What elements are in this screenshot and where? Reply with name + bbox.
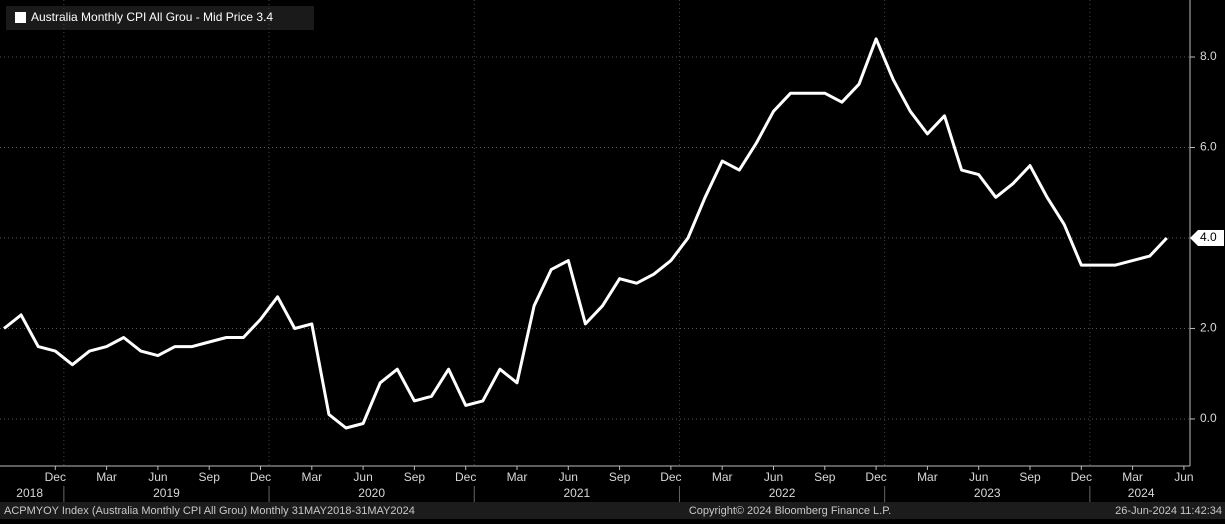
x-tick-label: Mar bbox=[301, 470, 322, 484]
x-tick-label: Dec bbox=[1071, 470, 1092, 484]
last-value-tag bbox=[1190, 229, 1224, 246]
x-tick-label: Sep bbox=[1019, 470, 1041, 484]
x-tick-label: Sep bbox=[814, 470, 836, 484]
x-tick-label: Mar bbox=[96, 470, 117, 484]
x-tick-label: Jun bbox=[148, 470, 167, 484]
x-tick-label: Sep bbox=[199, 470, 221, 484]
footer-right: 26-Jun-2024 11:42:34 bbox=[1115, 505, 1222, 517]
footer-bar bbox=[0, 502, 1225, 519]
x-tick-label: Jun bbox=[1174, 470, 1193, 484]
legend-box bbox=[6, 6, 314, 30]
x-tick-label: Mar bbox=[917, 470, 938, 484]
year-label: 2021 bbox=[563, 486, 590, 500]
x-tick-label: Sep bbox=[404, 470, 426, 484]
x-tick-label: Jun bbox=[969, 470, 988, 484]
x-tick-label: Sep bbox=[609, 470, 631, 484]
year-label: 2019 bbox=[153, 486, 180, 500]
x-tick-label: Mar bbox=[1122, 470, 1143, 484]
x-tick-label: Dec bbox=[250, 470, 271, 484]
x-tick-label: Dec bbox=[455, 470, 476, 484]
legend-swatch bbox=[15, 12, 26, 23]
y-tick-label: 8.0 bbox=[1200, 49, 1217, 63]
x-tick-label: Jun bbox=[353, 470, 372, 484]
y-tick-label: 2.0 bbox=[1200, 321, 1217, 335]
x-tick-label: Dec bbox=[865, 470, 886, 484]
x-tick-label: Jun bbox=[559, 470, 578, 484]
year-label: 2023 bbox=[974, 486, 1001, 500]
y-tick-label: 0.0 bbox=[1200, 411, 1217, 425]
line-series bbox=[3, 37, 1168, 430]
last-value-label: 4.0 bbox=[1200, 230, 1217, 244]
x-tick-label: Mar bbox=[507, 470, 528, 484]
x-tick-label: Dec bbox=[660, 470, 681, 484]
year-label: 2024 bbox=[1128, 486, 1155, 500]
footer-center: Copyright© 2024 Bloomberg Finance L.P. bbox=[689, 505, 891, 517]
x-tick-label: Dec bbox=[45, 470, 66, 484]
x-tick-label: Mar bbox=[712, 470, 733, 484]
year-label: 2018 bbox=[16, 486, 43, 500]
year-label: 2020 bbox=[358, 486, 385, 500]
footer-left: ACPMYOY Index (Australia Monthly CPI All… bbox=[4, 505, 415, 517]
x-tick-label: Jun bbox=[764, 470, 783, 484]
year-label: 2022 bbox=[769, 486, 796, 500]
legend-text: Australia Monthly CPI All Grou - Mid Pri… bbox=[31, 10, 273, 24]
y-tick-label: 6.0 bbox=[1200, 140, 1217, 154]
